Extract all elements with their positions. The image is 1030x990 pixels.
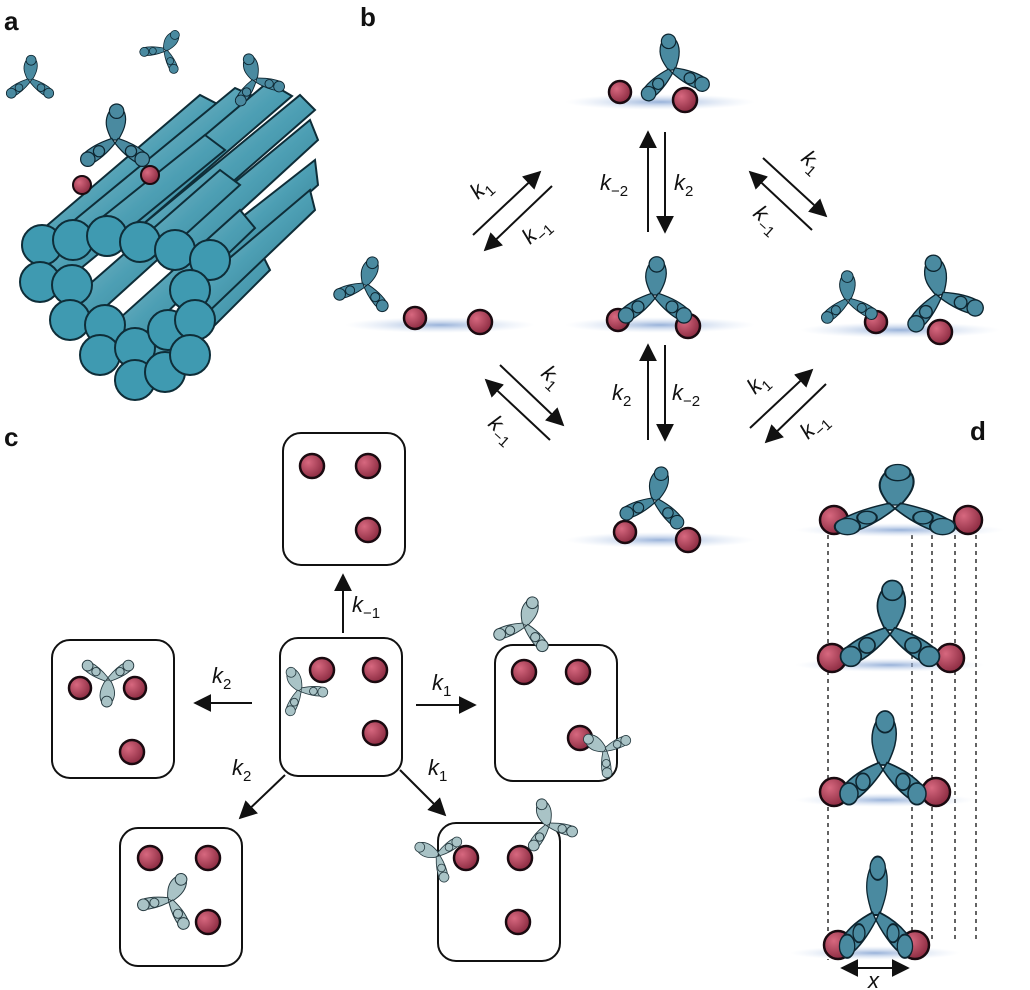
rate-label-k1-right: k1	[432, 670, 451, 700]
antigen-dots	[67, 452, 594, 936]
panel-label-a: a	[4, 6, 19, 36]
antigen-dots	[816, 504, 984, 961]
rate-label-k1-upper-left: k1	[465, 172, 499, 207]
antigen-dot	[140, 165, 160, 185]
panel-b-state-diagram: k−2 k2 k2 k−2 k1 k−1 k1 k−1 k1 k−1 k1 k−…	[331, 27, 1000, 554]
rate-label-k1-lower-right: k1	[742, 367, 776, 402]
antibody-icon	[833, 463, 957, 959]
rate-label-km1-upper-right: k−1	[745, 200, 786, 241]
dashed-guides	[827, 535, 977, 960]
surface-glow	[800, 322, 1000, 338]
rate-label-k2-left: k2	[212, 663, 231, 693]
panel-d-conformations: x	[790, 463, 1005, 990]
rate-label-k1-lower-left: k1	[533, 360, 567, 395]
panel-label-d: d	[970, 416, 986, 446]
antigen-dot	[72, 175, 92, 195]
panel-label-b: b	[360, 2, 376, 32]
distance-label: x	[867, 968, 880, 990]
rate-label-k2-down-left: k2	[232, 755, 251, 785]
rate-label-km1-upper-left: k−1	[517, 211, 558, 252]
surface-glow	[565, 317, 755, 333]
surface-glow	[345, 317, 535, 333]
rate-label-km2-top: k−2	[600, 170, 628, 200]
fibril-rods	[19, 80, 320, 401]
rate-label-km1-lower-right: k−1	[795, 406, 836, 447]
rate-label-k2-top: k2	[674, 170, 693, 200]
reaction-arrows	[193, 573, 477, 820]
surface-glow	[565, 94, 755, 110]
panel-c-lattice-diagram: k−1 k2 k1 k2 k1	[51, 432, 633, 967]
panel-a-fibril-bundle	[5, 19, 320, 401]
surface-glow	[565, 532, 755, 548]
rate-label-k1-upper-right: k1	[793, 145, 827, 180]
rate-label-km1-lower-left: k−1	[480, 410, 521, 451]
rate-label-km2-bottom: k−2	[672, 380, 700, 410]
rate-label-k2-bottom: k2	[612, 380, 631, 410]
rate-label-km1-up: k−1	[352, 592, 380, 622]
reaction-arrows	[472, 130, 828, 444]
panel-label-c: c	[4, 422, 18, 452]
rate-label-k1-down-right: k1	[428, 755, 447, 785]
